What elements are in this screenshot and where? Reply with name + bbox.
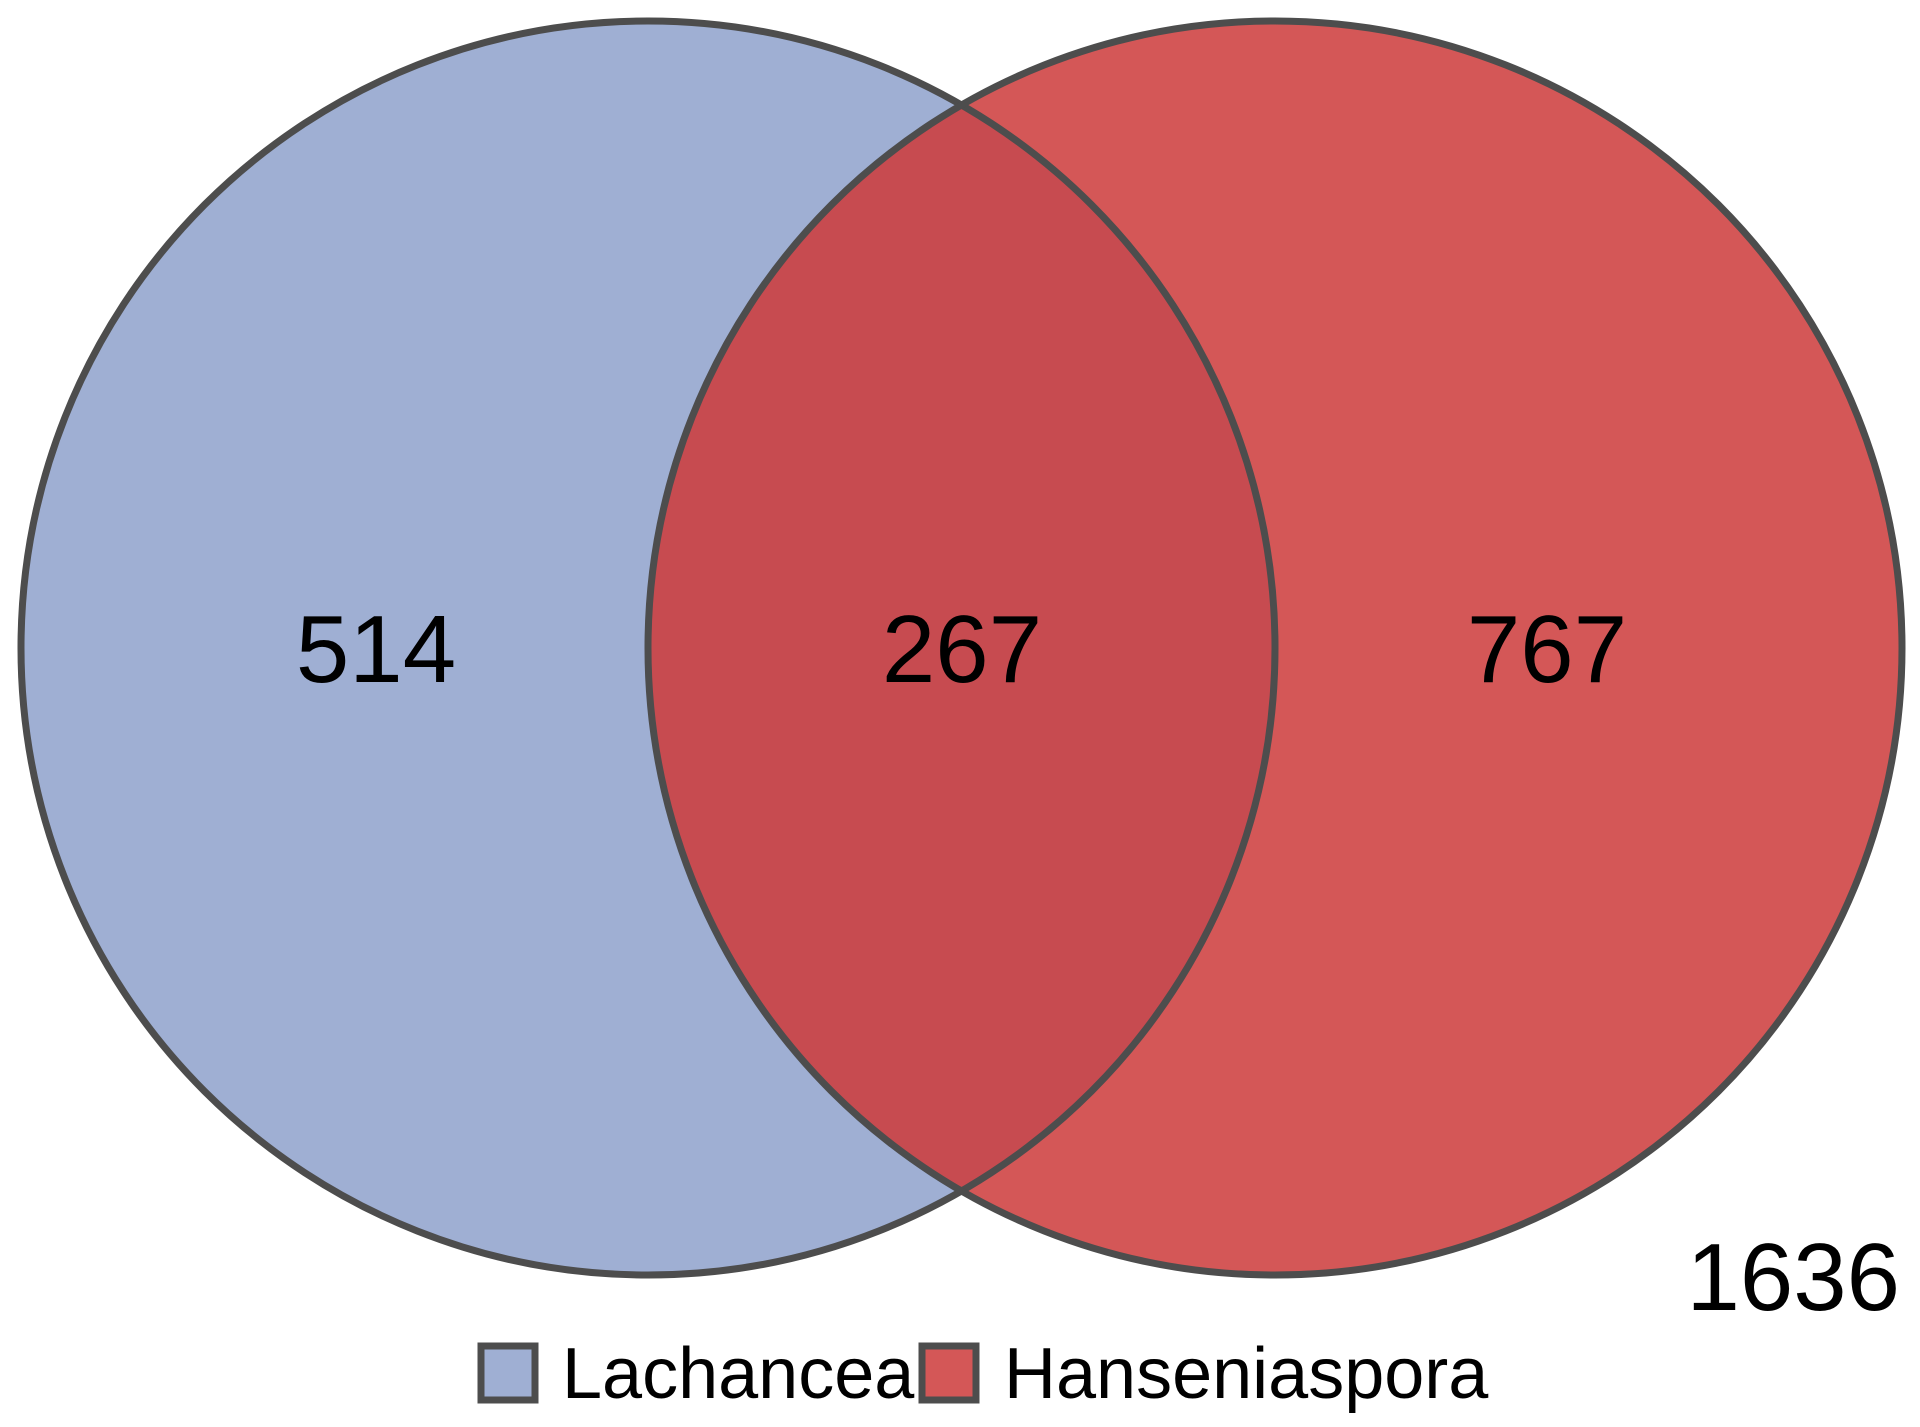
legend-swatch-hanseniaspora (918, 1342, 980, 1404)
hanseniaspora-only-count: 767 (1467, 596, 1627, 703)
lachancea-only-count: 514 (296, 596, 456, 703)
intersection-count: 267 (882, 596, 1042, 703)
legend-item-lachancea: Lachancea (477, 1334, 915, 1414)
lachancea-circle-outline (17, 17, 1279, 1279)
legend-item-hanseniaspora: Hanseniaspora (918, 1334, 1489, 1414)
legend-label-hanseniaspora: Hanseniaspora (1004, 1334, 1489, 1414)
legend-swatch-lachancea (477, 1342, 539, 1404)
legend: Lachancea Hanseniaspora (477, 1334, 1489, 1414)
legend-label-lachancea: Lachancea (562, 1334, 915, 1414)
hanseniaspora-circle-outline (644, 17, 1906, 1279)
total-count: 1636 (1686, 1224, 1900, 1331)
intersection-region (648, 21, 1275, 1275)
